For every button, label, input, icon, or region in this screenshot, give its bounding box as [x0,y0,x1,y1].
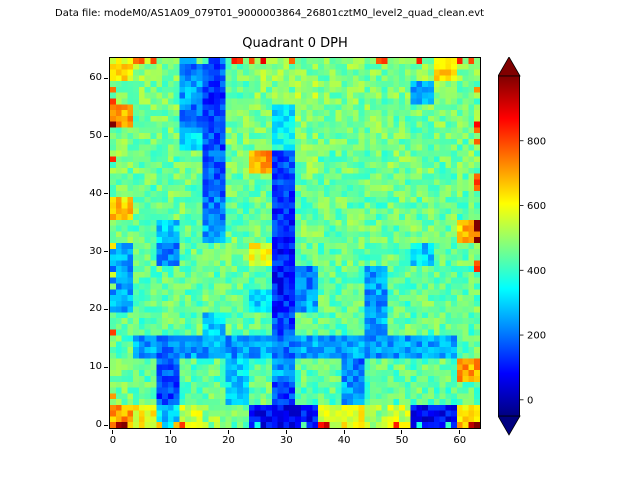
datafile-label: Data file: modeM0/AS1A09_079T01_90000038… [55,8,485,19]
x-tick-label: 60 [453,435,467,446]
svg-text:200: 200 [527,331,546,342]
chart-title: Quadrant 0 DPH [242,36,348,51]
x-tick-label: 50 [395,435,409,446]
x-tick-label: 20 [222,435,235,446]
heatmap-canvas [110,58,480,428]
x-tick-mark [401,430,403,434]
x-tick-mark [459,430,461,434]
y-tick-label: 40 [89,187,102,199]
y-tick-label: 20 [89,303,102,315]
heatmap-plot [109,57,481,429]
y-tick-label: 30 [89,245,102,257]
y-tick-mark [104,135,108,137]
x-tick-mark [228,430,230,434]
x-tick-label: 30 [279,435,293,446]
y-tick-mark [104,308,108,310]
svg-text:800: 800 [527,136,546,147]
y-tick-label: 0 [95,419,102,431]
y-tick-mark [104,424,108,426]
y-tick-mark [104,366,108,368]
y-tick-label: 50 [89,130,102,142]
svg-text:400: 400 [527,266,546,277]
y-tick-label: 10 [89,361,102,373]
x-tick-mark [285,430,287,434]
x-tick-label: 10 [164,435,178,446]
colorbar: 0 200 400 600 800 [498,57,546,436]
y-tick-mark [104,77,108,79]
x-tick-mark [112,430,114,434]
x-tick-mark [343,430,345,434]
y-tick-mark [104,251,108,253]
x-tick-mark [170,430,172,434]
y-tick-mark [104,193,108,195]
x-tick-label: 40 [337,435,351,446]
y-tick-label: 60 [89,72,102,84]
svg-text:600: 600 [527,201,546,212]
x-tick-label: 0 [109,435,117,446]
svg-text:0: 0 [527,395,533,406]
